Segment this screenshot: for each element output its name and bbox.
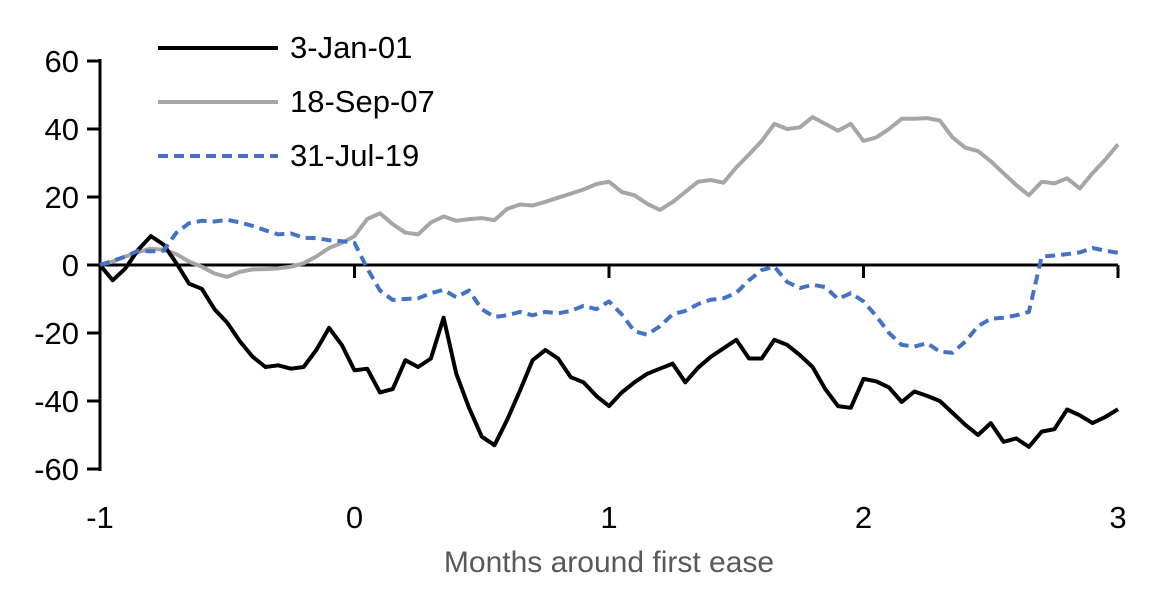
y-tick-label: -40 (34, 384, 79, 419)
series-line-31-Jul-19 (99, 217, 1119, 355)
x-tick-label: 1 (600, 500, 617, 535)
legend-item: 18-Sep-07 (158, 75, 435, 129)
legend-line-solid-black-icon (158, 46, 278, 50)
x-tick-label: 2 (855, 500, 872, 535)
series-line-18-Sep-07 (99, 115, 1120, 279)
y-tick-label: 40 (45, 112, 79, 147)
x-tick-label: 3 (1109, 500, 1126, 535)
series-line-3-Jan-01 (98, 234, 1120, 449)
x-tick-label: -1 (86, 500, 114, 535)
legend-label: 18-Sep-07 (290, 84, 435, 119)
x-tick-label: 0 (346, 500, 363, 535)
legend-item: 3-Jan-01 (158, 21, 435, 75)
y-tick-label: -20 (34, 316, 79, 351)
legend-label: 3-Jan-01 (290, 30, 413, 65)
y-tick-label: 60 (45, 44, 79, 79)
legend-label: 31-Jul-19 (290, 138, 420, 173)
x-axis-title: Months around first ease (443, 546, 775, 579)
legend-line-dashed-blue-icon (158, 154, 278, 158)
y-tick-label: 20 (45, 180, 79, 215)
legend-line-solid-gray-icon (158, 100, 278, 104)
y-tick-label: -60 (34, 452, 79, 487)
legend-item: 31-Jul-19 (158, 129, 435, 183)
y-tick-label: 0 (62, 248, 79, 283)
legend: 3-Jan-01 18-Sep-07 31-Jul-19 (158, 21, 435, 183)
